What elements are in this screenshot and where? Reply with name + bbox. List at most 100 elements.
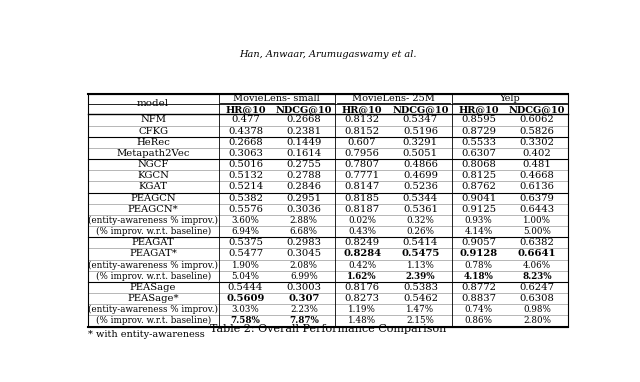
Text: 0.8284: 0.8284 <box>343 249 381 259</box>
Text: 0.5051: 0.5051 <box>403 149 438 158</box>
Text: 0.5475: 0.5475 <box>401 249 440 259</box>
Text: 0.6382: 0.6382 <box>520 238 554 247</box>
Bar <box>88 94 568 327</box>
Text: 0.5344: 0.5344 <box>403 194 438 202</box>
Text: MovieLens- 25M: MovieLens- 25M <box>352 94 435 104</box>
Text: 0.26%: 0.26% <box>406 227 435 236</box>
Text: 2.88%: 2.88% <box>290 216 318 225</box>
Text: 0.6062: 0.6062 <box>520 115 554 125</box>
Text: 0.93%: 0.93% <box>465 216 493 225</box>
Text: 2.39%: 2.39% <box>406 272 435 281</box>
Text: 0.9128: 0.9128 <box>460 249 498 259</box>
Text: 0.5462: 0.5462 <box>403 294 438 303</box>
Text: PEAGCN: PEAGCN <box>131 194 176 202</box>
Text: 2.08%: 2.08% <box>290 261 318 270</box>
Text: 0.3045: 0.3045 <box>286 249 321 259</box>
Text: 0.2846: 0.2846 <box>286 183 321 191</box>
Text: 0.2381: 0.2381 <box>286 126 321 136</box>
Text: 0.481: 0.481 <box>522 160 552 169</box>
Text: 0.9041: 0.9041 <box>461 194 496 202</box>
Text: Yelp: Yelp <box>500 94 520 104</box>
Text: 0.32%: 0.32% <box>406 216 435 225</box>
Text: 8.23%: 8.23% <box>522 272 552 281</box>
Text: (entity-awareness % improv.): (entity-awareness % improv.) <box>88 216 218 225</box>
Text: 0.1449: 0.1449 <box>286 138 321 147</box>
Text: 6.99%: 6.99% <box>290 272 317 281</box>
Text: Metapath2Vec: Metapath2Vec <box>116 149 190 158</box>
Text: PEASage: PEASage <box>130 283 177 292</box>
Text: 0.6379: 0.6379 <box>520 194 554 202</box>
Text: 0.5609: 0.5609 <box>227 294 265 303</box>
Text: Table 2: Overall Performance Comparison: Table 2: Overall Performance Comparison <box>210 324 446 334</box>
Text: 0.74%: 0.74% <box>465 305 493 314</box>
Text: 2.15%: 2.15% <box>406 316 435 325</box>
Text: PEAGAT: PEAGAT <box>132 238 175 247</box>
Text: HR@10: HR@10 <box>225 105 266 114</box>
Text: 0.9057: 0.9057 <box>461 238 496 247</box>
Text: (entity-awareness % improv.): (entity-awareness % improv.) <box>88 261 218 270</box>
Text: NGCF: NGCF <box>138 160 169 169</box>
Text: 4.06%: 4.06% <box>523 261 551 270</box>
Text: 5.00%: 5.00% <box>523 227 551 236</box>
Text: 0.6247: 0.6247 <box>520 283 554 292</box>
Text: 0.6443: 0.6443 <box>520 205 554 214</box>
Text: 0.6307: 0.6307 <box>461 149 496 158</box>
Text: 0.3036: 0.3036 <box>286 205 321 214</box>
Text: 0.2668: 0.2668 <box>228 138 263 147</box>
Text: 0.8147: 0.8147 <box>344 183 380 191</box>
Text: 0.1614: 0.1614 <box>286 149 321 158</box>
Text: KGAT: KGAT <box>139 183 168 191</box>
Text: MovieLens- small: MovieLens- small <box>234 94 320 104</box>
Text: 0.7771: 0.7771 <box>344 171 380 180</box>
Text: 0.8176: 0.8176 <box>344 283 380 292</box>
Text: 3.60%: 3.60% <box>232 216 259 225</box>
Text: 7.58%: 7.58% <box>230 316 260 325</box>
Text: 0.8187: 0.8187 <box>344 205 380 214</box>
Text: 1.19%: 1.19% <box>348 305 376 314</box>
Text: 0.5236: 0.5236 <box>403 183 438 191</box>
Text: 0.8125: 0.8125 <box>461 171 496 180</box>
Text: HR@10: HR@10 <box>342 105 383 114</box>
Text: 1.48%: 1.48% <box>348 316 376 325</box>
Text: 0.5016: 0.5016 <box>228 160 263 169</box>
Text: 0.2951: 0.2951 <box>286 194 321 202</box>
Text: 0.402: 0.402 <box>523 149 551 158</box>
Text: 0.5361: 0.5361 <box>403 205 438 214</box>
Text: PEAGAT*: PEAGAT* <box>129 249 177 259</box>
Text: 0.477: 0.477 <box>231 115 260 125</box>
Text: 5.04%: 5.04% <box>232 272 260 281</box>
Text: 7.87%: 7.87% <box>289 316 319 325</box>
Text: 1.00%: 1.00% <box>523 216 551 225</box>
Text: 0.2788: 0.2788 <box>286 171 321 180</box>
Text: 0.5196: 0.5196 <box>403 126 438 136</box>
Text: (% improv. w.r.t. baseline): (% improv. w.r.t. baseline) <box>95 227 211 236</box>
Text: 0.5444: 0.5444 <box>228 283 263 292</box>
Text: 0.307: 0.307 <box>288 294 319 303</box>
Text: 0.2668: 0.2668 <box>287 115 321 125</box>
Text: 0.3063: 0.3063 <box>228 149 263 158</box>
Text: 0.3003: 0.3003 <box>286 283 321 292</box>
Text: 4.14%: 4.14% <box>465 227 493 236</box>
Text: 0.8068: 0.8068 <box>461 160 496 169</box>
Text: NDCG@10: NDCG@10 <box>509 105 565 114</box>
Text: 3.03%: 3.03% <box>232 305 259 314</box>
Text: CFKG: CFKG <box>138 126 168 136</box>
Text: 0.5414: 0.5414 <box>403 238 438 247</box>
Text: 6.68%: 6.68% <box>290 227 318 236</box>
Text: NFM: NFM <box>140 115 166 125</box>
Text: NDCG@10: NDCG@10 <box>392 105 449 114</box>
Text: 6.94%: 6.94% <box>232 227 260 236</box>
Text: 0.3291: 0.3291 <box>403 138 438 147</box>
Text: 0.8595: 0.8595 <box>461 115 496 125</box>
Text: 0.4699: 0.4699 <box>403 171 438 180</box>
Text: 2.23%: 2.23% <box>290 305 318 314</box>
Text: (% improv. w.r.t. baseline): (% improv. w.r.t. baseline) <box>95 272 211 281</box>
Text: 0.5347: 0.5347 <box>403 115 438 125</box>
Text: 0.5375: 0.5375 <box>228 238 263 247</box>
Text: 1.62%: 1.62% <box>348 272 377 281</box>
Text: 0.5826: 0.5826 <box>520 126 554 136</box>
Text: 0.2755: 0.2755 <box>286 160 321 169</box>
Text: 0.7956: 0.7956 <box>345 149 380 158</box>
Text: 0.607: 0.607 <box>348 138 376 147</box>
Text: 0.5132: 0.5132 <box>228 171 263 180</box>
